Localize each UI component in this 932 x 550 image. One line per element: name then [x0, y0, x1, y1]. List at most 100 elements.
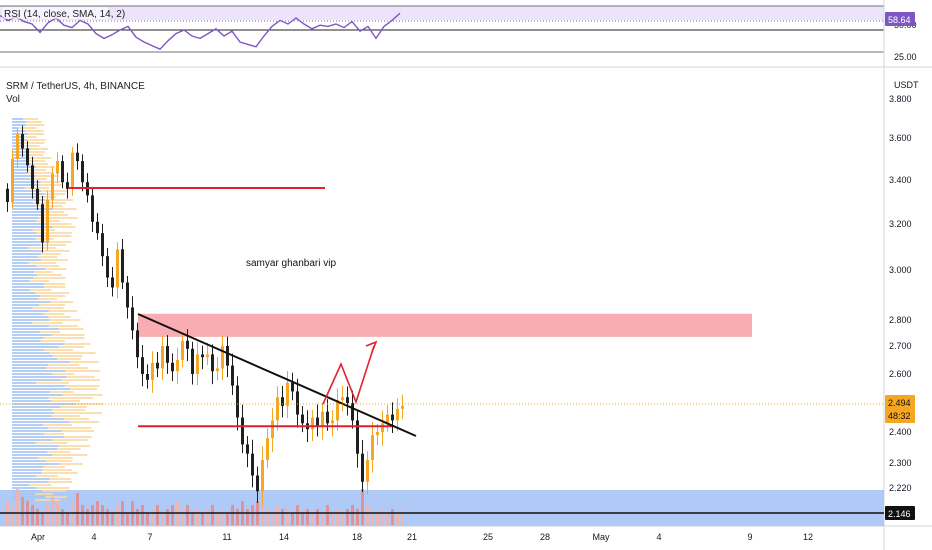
candle[interactable] [146, 374, 149, 380]
candle[interactable] [356, 420, 359, 454]
candle[interactable] [36, 188, 39, 205]
candle[interactable] [361, 453, 364, 482]
volume-bar[interactable] [216, 513, 219, 525]
candle[interactable] [201, 354, 204, 358]
annotation-text[interactable]: samyar ghanbari vip [246, 258, 336, 269]
candle[interactable] [121, 249, 124, 283]
volume-bar[interactable] [266, 509, 269, 525]
candle[interactable] [16, 134, 19, 159]
candle[interactable] [296, 391, 299, 415]
candle[interactable] [101, 233, 104, 257]
volume-bar[interactable] [111, 513, 114, 525]
volume-bar[interactable] [86, 509, 89, 525]
candle[interactable] [196, 354, 199, 374]
candle[interactable] [136, 330, 139, 358]
candle[interactable] [211, 354, 214, 372]
volume-bar[interactable] [106, 509, 109, 525]
volume-bar[interactable] [271, 513, 274, 525]
volume-bar[interactable] [16, 489, 19, 525]
candle[interactable] [366, 459, 369, 482]
volume-bar[interactable] [11, 505, 14, 525]
candle[interactable] [186, 340, 189, 349]
volume-bar[interactable] [91, 505, 94, 525]
volume-bar[interactable] [336, 509, 339, 525]
candle[interactable] [221, 346, 224, 369]
candle[interactable] [396, 408, 399, 421]
candle[interactable] [316, 417, 319, 427]
volume-bar[interactable] [296, 505, 299, 525]
volume-bar[interactable] [286, 509, 289, 525]
candle[interactable] [281, 397, 284, 406]
volume-bar[interactable] [391, 509, 394, 525]
volume-bar[interactable] [301, 513, 304, 525]
supply-zone[interactable] [138, 313, 752, 337]
candle[interactable] [51, 173, 54, 200]
candle[interactable] [311, 417, 314, 430]
candle[interactable] [181, 340, 184, 360]
volume-bar[interactable] [366, 505, 369, 525]
volume-bar[interactable] [311, 513, 314, 525]
candle[interactable] [76, 152, 79, 162]
volume-bar[interactable] [76, 493, 79, 525]
candle[interactable] [276, 397, 279, 421]
candle[interactable] [46, 199, 49, 243]
candle[interactable] [191, 348, 194, 374]
candle[interactable] [6, 188, 9, 202]
candle[interactable] [261, 459, 264, 492]
candle[interactable] [176, 360, 179, 372]
candle[interactable] [26, 148, 29, 166]
volume-bar[interactable] [156, 505, 159, 525]
candle[interactable] [251, 453, 254, 476]
candle[interactable] [336, 400, 339, 421]
candle[interactable] [171, 362, 174, 372]
candle[interactable] [91, 195, 94, 222]
volume-bar[interactable] [151, 509, 154, 525]
volume-bar[interactable] [61, 509, 64, 525]
volume-bar[interactable] [321, 513, 324, 525]
candle[interactable] [161, 346, 164, 369]
volume-bar[interactable] [201, 513, 204, 525]
candle[interactable] [291, 382, 294, 392]
volume-bar[interactable] [21, 497, 24, 525]
candle[interactable] [216, 368, 219, 372]
volume-bar[interactable] [211, 505, 214, 525]
volume-bar[interactable] [341, 513, 344, 525]
candle[interactable] [56, 161, 59, 174]
candle[interactable] [111, 277, 114, 288]
volume-bar[interactable] [376, 513, 379, 525]
volume-bar[interactable] [246, 509, 249, 525]
candle[interactable] [66, 182, 69, 189]
volume-bar[interactable] [291, 513, 294, 525]
candle[interactable] [376, 432, 379, 436]
candle[interactable] [266, 438, 269, 460]
candle[interactable] [61, 161, 64, 183]
rsi-line[interactable] [0, 12, 401, 51]
candle[interactable] [371, 435, 374, 460]
candle[interactable] [151, 362, 154, 380]
volume-bar[interactable] [116, 505, 119, 525]
candle[interactable] [71, 152, 74, 189]
candle[interactable] [96, 221, 99, 234]
candle[interactable] [156, 362, 159, 369]
candle[interactable] [286, 382, 289, 406]
candle[interactable] [351, 403, 354, 421]
volume-bar[interactable] [221, 509, 224, 525]
candle[interactable] [256, 475, 259, 492]
volume-bar[interactable] [326, 505, 329, 525]
candle[interactable] [31, 165, 34, 189]
candle[interactable] [126, 282, 129, 308]
candle[interactable] [81, 161, 84, 183]
candle[interactable] [246, 444, 249, 454]
trendline[interactable] [137, 313, 417, 437]
volume-bar[interactable] [261, 505, 264, 525]
volume-bar[interactable] [371, 509, 374, 525]
volume-legend-label[interactable]: Vol [6, 94, 20, 105]
volume-bar[interactable] [146, 513, 149, 525]
candle[interactable] [131, 307, 134, 331]
candle[interactable] [321, 411, 324, 427]
candle[interactable] [241, 417, 244, 445]
candle[interactable] [391, 414, 394, 421]
volume-bar[interactable] [281, 509, 284, 525]
volume-bar[interactable] [236, 509, 239, 525]
volume-bar[interactable] [81, 505, 84, 525]
